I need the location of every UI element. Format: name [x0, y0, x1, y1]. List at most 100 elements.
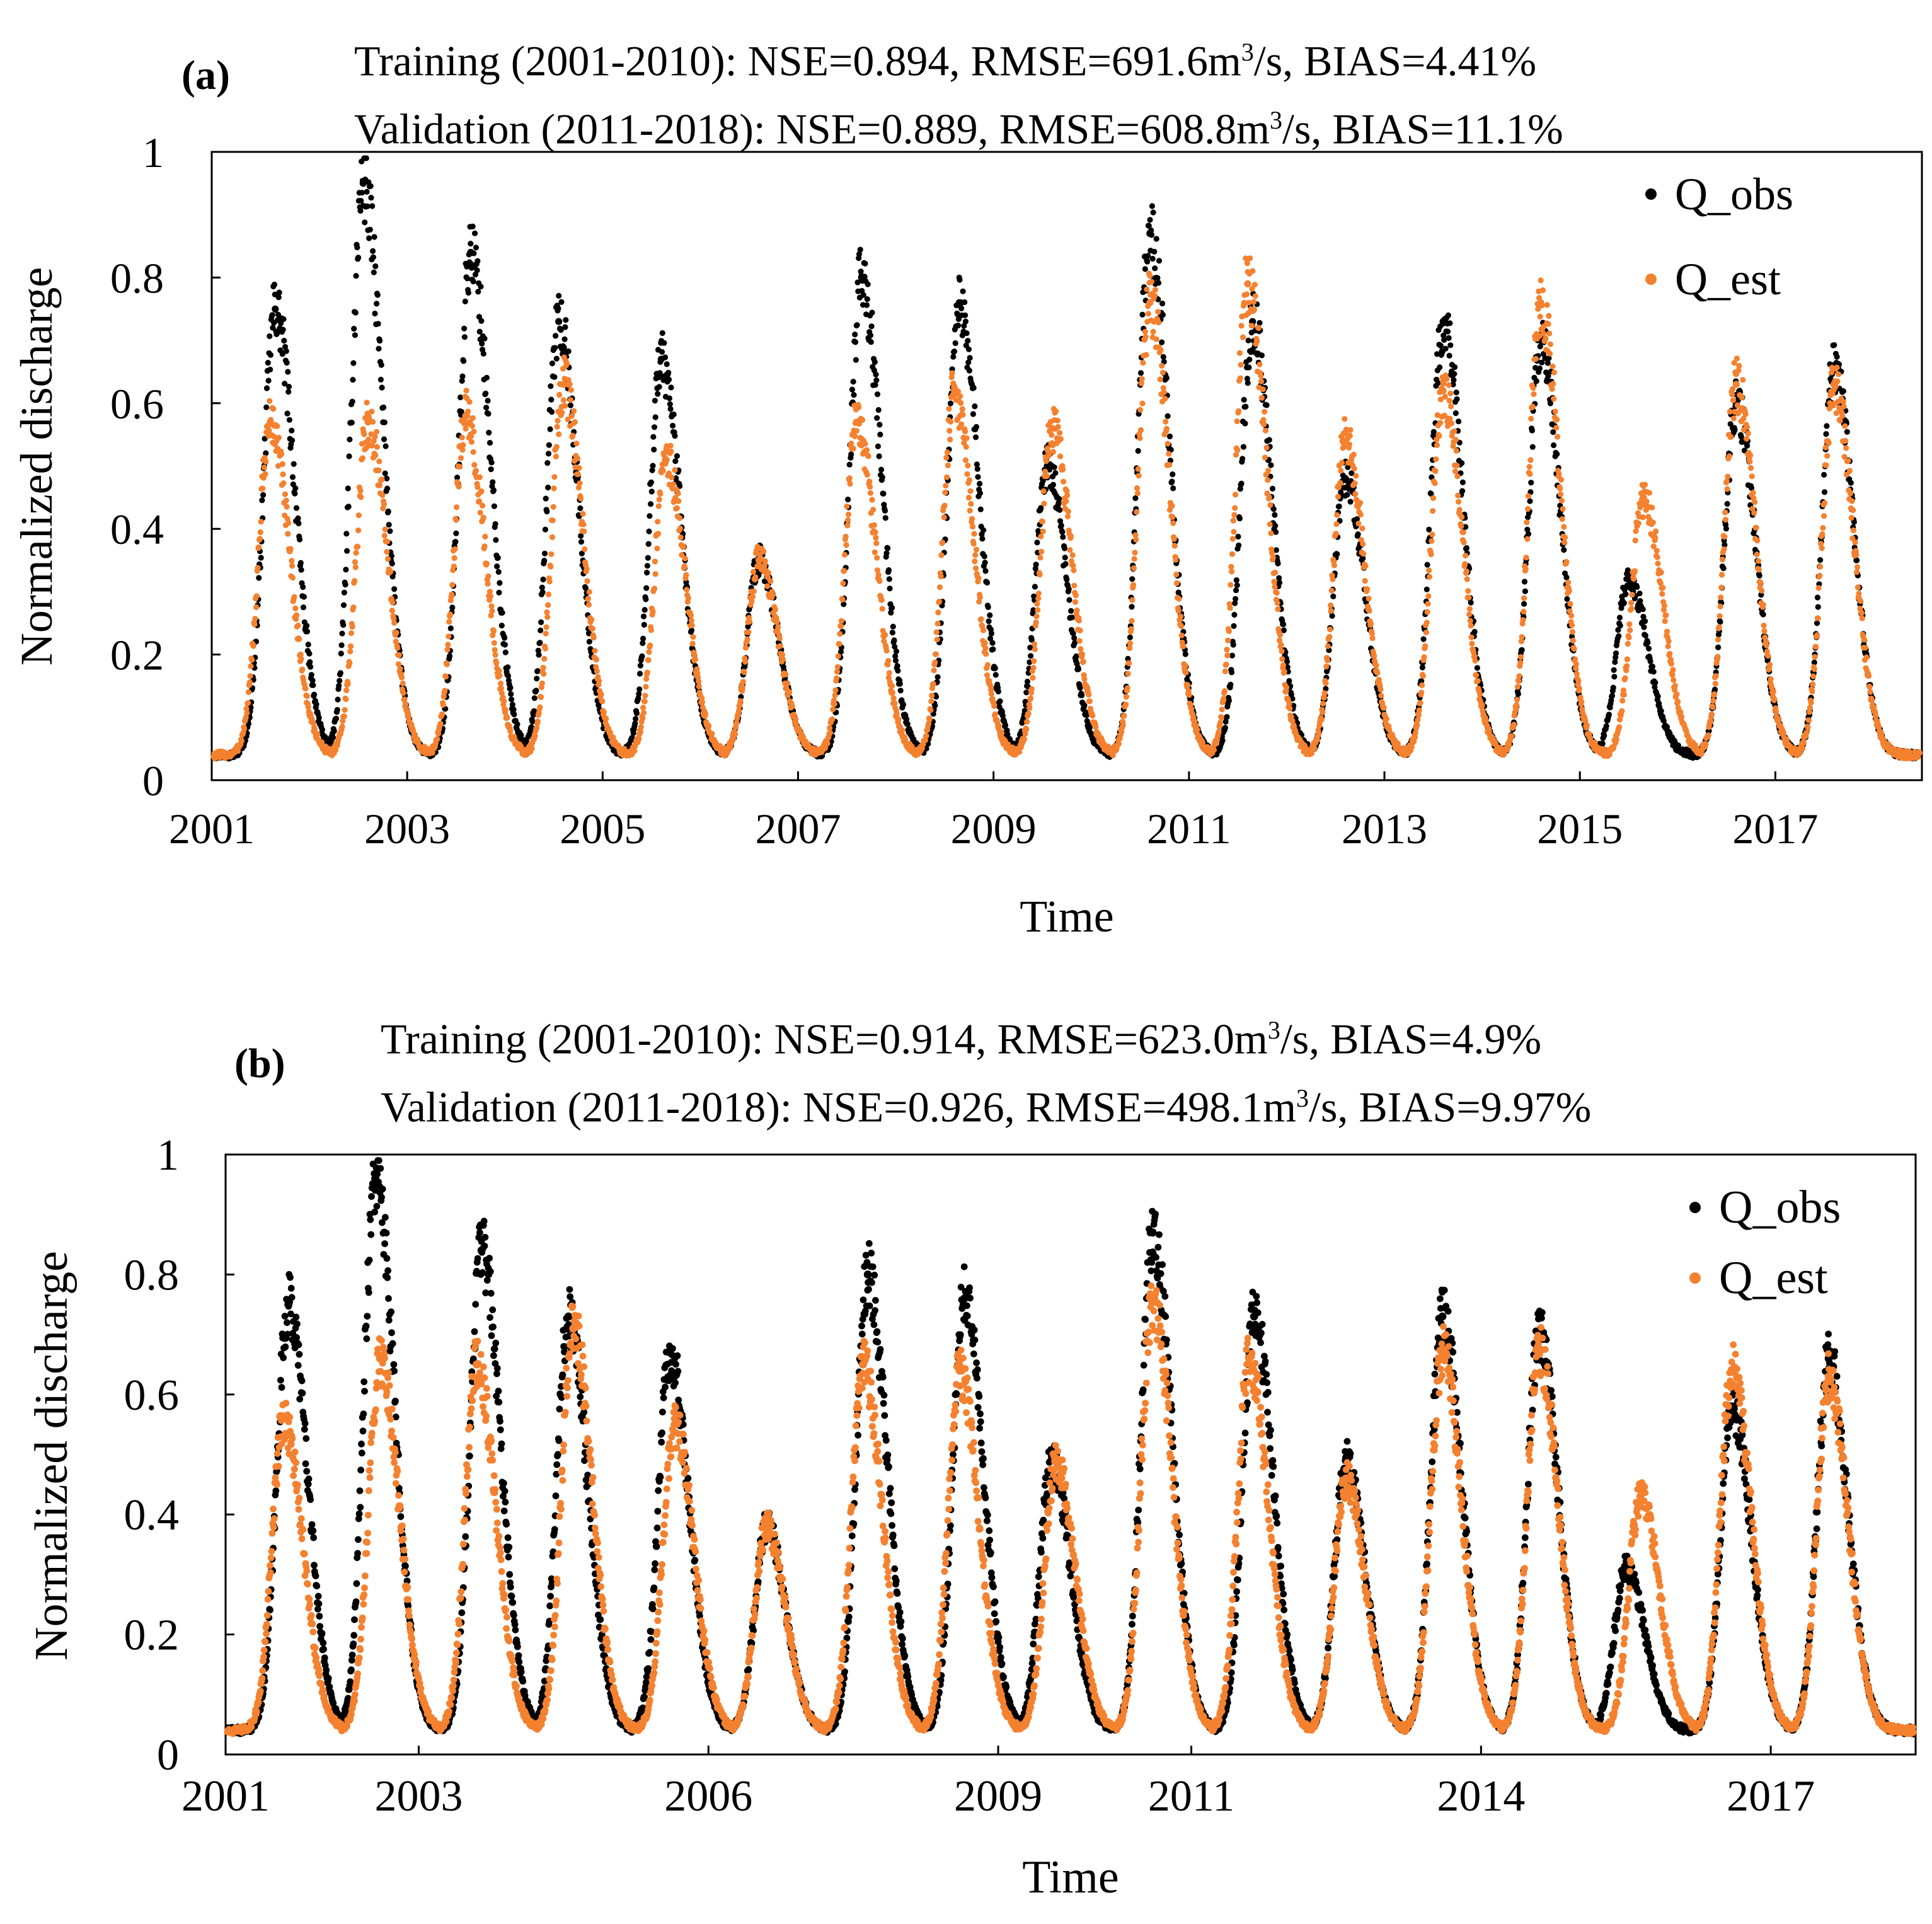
obs-point	[311, 691, 318, 698]
est-point	[576, 465, 582, 471]
est-point	[963, 444, 969, 450]
est-point	[287, 546, 294, 552]
obs-point	[891, 637, 897, 643]
est-point	[945, 462, 951, 469]
est-point	[930, 681, 936, 687]
est-point	[1115, 740, 1122, 747]
est-point	[1049, 432, 1055, 438]
obs-point	[347, 436, 353, 443]
est-point	[1074, 608, 1080, 614]
obs-point	[966, 367, 972, 374]
obs-point	[1154, 275, 1161, 281]
est-point	[877, 578, 883, 584]
obs-point	[1529, 444, 1536, 450]
est-point	[292, 605, 299, 612]
est-point	[1037, 572, 1043, 578]
est-point	[480, 514, 486, 521]
obs-point	[507, 684, 514, 691]
est-point	[1077, 627, 1083, 634]
obs-point	[534, 668, 541, 674]
est-point	[384, 538, 391, 544]
est-point	[1147, 273, 1153, 279]
obs-point	[469, 223, 476, 229]
obs-point	[1144, 258, 1151, 265]
obs-point	[852, 339, 859, 345]
est-point	[1071, 582, 1078, 589]
plot-frame	[210, 151, 1923, 781]
est-point	[343, 687, 350, 693]
obs-point	[545, 451, 552, 457]
est-point	[750, 568, 757, 575]
obs-point	[1142, 266, 1148, 272]
obs-point	[1289, 696, 1296, 702]
est-point	[469, 423, 476, 429]
obs-point	[344, 548, 350, 554]
est-point	[546, 579, 553, 585]
obs-point	[537, 640, 543, 646]
est-point	[973, 565, 979, 572]
est-point	[984, 662, 991, 668]
obs-point	[1051, 464, 1057, 471]
obs-point	[992, 665, 998, 671]
est-point	[844, 522, 851, 529]
est-point	[471, 429, 477, 435]
obs-peak-point	[955, 299, 963, 306]
obs-point	[674, 453, 680, 459]
est-point	[566, 381, 573, 387]
est-point	[1080, 659, 1086, 665]
obs-point	[357, 207, 364, 214]
obs-point	[883, 550, 890, 556]
est-point	[553, 453, 560, 460]
obs-point	[1723, 526, 1729, 532]
est-point	[841, 551, 848, 558]
obs-point	[495, 555, 501, 561]
est-point	[434, 736, 440, 742]
est-point	[750, 594, 756, 600]
obs-point	[1529, 427, 1535, 434]
obs-point	[1153, 236, 1159, 242]
obs-point	[556, 292, 562, 299]
obs-point	[962, 312, 969, 318]
est-point	[834, 675, 840, 681]
est-point	[943, 454, 950, 461]
obs-point	[977, 490, 983, 497]
est-point	[572, 419, 578, 425]
obs-point	[1146, 222, 1152, 229]
est-point	[548, 563, 554, 570]
obs-point	[555, 305, 561, 311]
est-point	[283, 497, 289, 504]
obs-point	[644, 570, 650, 576]
obs-peak-point	[858, 274, 865, 281]
est-point	[507, 728, 514, 734]
est-point	[839, 596, 846, 603]
obs-point	[342, 582, 348, 588]
obs-point	[738, 694, 744, 700]
obs-point	[1222, 718, 1229, 725]
obs-point	[382, 443, 389, 449]
est-point	[384, 556, 391, 562]
obs-point	[1061, 545, 1067, 551]
est-point	[709, 730, 715, 737]
est-point	[706, 723, 712, 729]
est-point	[358, 494, 364, 500]
est-point	[684, 587, 690, 593]
est-point	[280, 471, 286, 478]
obs-point	[1149, 255, 1156, 262]
obs-point	[539, 584, 545, 590]
obs-point	[462, 298, 468, 304]
obs-point	[280, 326, 286, 333]
obs-point	[289, 427, 295, 434]
obs-point	[850, 379, 856, 385]
est-point	[965, 463, 971, 469]
est-point	[1026, 705, 1033, 711]
obs-point	[1815, 604, 1821, 610]
obs-point	[1068, 608, 1074, 614]
obs-point	[364, 203, 371, 209]
est-point	[446, 633, 452, 640]
obs-point	[1344, 492, 1350, 498]
est-point	[374, 429, 380, 435]
obs-point	[531, 708, 538, 714]
obs-point	[1072, 640, 1078, 646]
est-point	[960, 412, 966, 418]
obs-point	[508, 691, 514, 697]
